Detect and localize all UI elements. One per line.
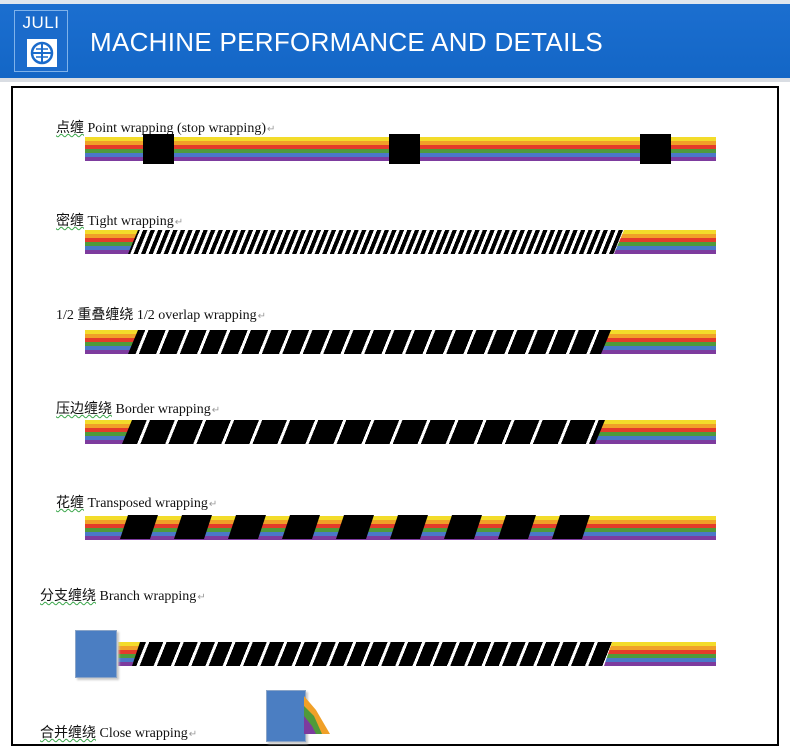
branch-connector <box>75 630 117 678</box>
tape-block <box>143 134 174 164</box>
page-header: JULI MACHINE PERFORMANCE AND DETAILS <box>0 0 790 82</box>
header-top-line <box>0 0 790 4</box>
tight-wrap-tape <box>128 230 624 254</box>
section-label-branch-wrapping: 分支缠绕 Branch wrapping↵ <box>40 585 206 605</box>
section-label-border-wrapping: 压边缠绕 Border wrapping↵ <box>56 398 220 418</box>
label-cn: 1/2 重叠缠绕 <box>56 308 134 323</box>
logo-emblem-icon <box>27 39 57 67</box>
return-mark-icon: ↵ <box>188 729 198 740</box>
section-label-overlap-wrapping: 1/2 重叠缠绕 1/2 overlap wrapping↵ <box>56 304 266 324</box>
section-label-transposed-wrapping: 花缠 Transposed wrapping↵ <box>56 492 217 512</box>
label-en: 1/2 overlap wrapping <box>133 308 257 323</box>
label-en: Transposed wrapping <box>84 496 208 511</box>
label-en: Tight wrapping <box>84 214 174 229</box>
section-label-tight-wrapping: 密缠 Tight wrapping↵ <box>56 210 183 230</box>
juli-logo: JULI <box>14 10 68 72</box>
tape-block <box>640 134 671 164</box>
page-title: MACHINE PERFORMANCE AND DETAILS <box>90 27 603 57</box>
branch-wrap-tape <box>132 642 612 666</box>
border-wrap-tape <box>122 420 605 444</box>
label-en: Border wrapping <box>112 402 211 417</box>
return-mark-icon: ↵ <box>208 499 218 510</box>
return-mark-icon: ↵ <box>257 311 267 322</box>
return-mark-icon: ↵ <box>266 124 276 135</box>
section-label-close-wrapping: 合并缠绕 Close wrapping↵ <box>40 722 197 742</box>
label-cn: 密缠 <box>56 214 84 229</box>
label-cn: 花缠 <box>56 496 84 511</box>
label-en: Branch wrapping <box>96 589 197 604</box>
label-cn: 点缠 <box>56 121 84 136</box>
label-cn: 压边缠绕 <box>56 402 112 417</box>
overlap-wrap-tape <box>128 330 611 354</box>
return-mark-icon: ↵ <box>197 592 206 603</box>
label-cn: 分支缠绕 <box>40 589 96 604</box>
label-en: Point wrapping (stop wrapping) <box>84 121 266 136</box>
return-mark-icon: ↵ <box>174 217 184 228</box>
return-mark-icon: ↵ <box>211 405 221 416</box>
tape-block <box>389 134 420 164</box>
section-label-point-wrapping: 点缠 Point wrapping (stop wrapping)↵ <box>56 117 275 137</box>
logo-text: JULI <box>22 13 60 32</box>
